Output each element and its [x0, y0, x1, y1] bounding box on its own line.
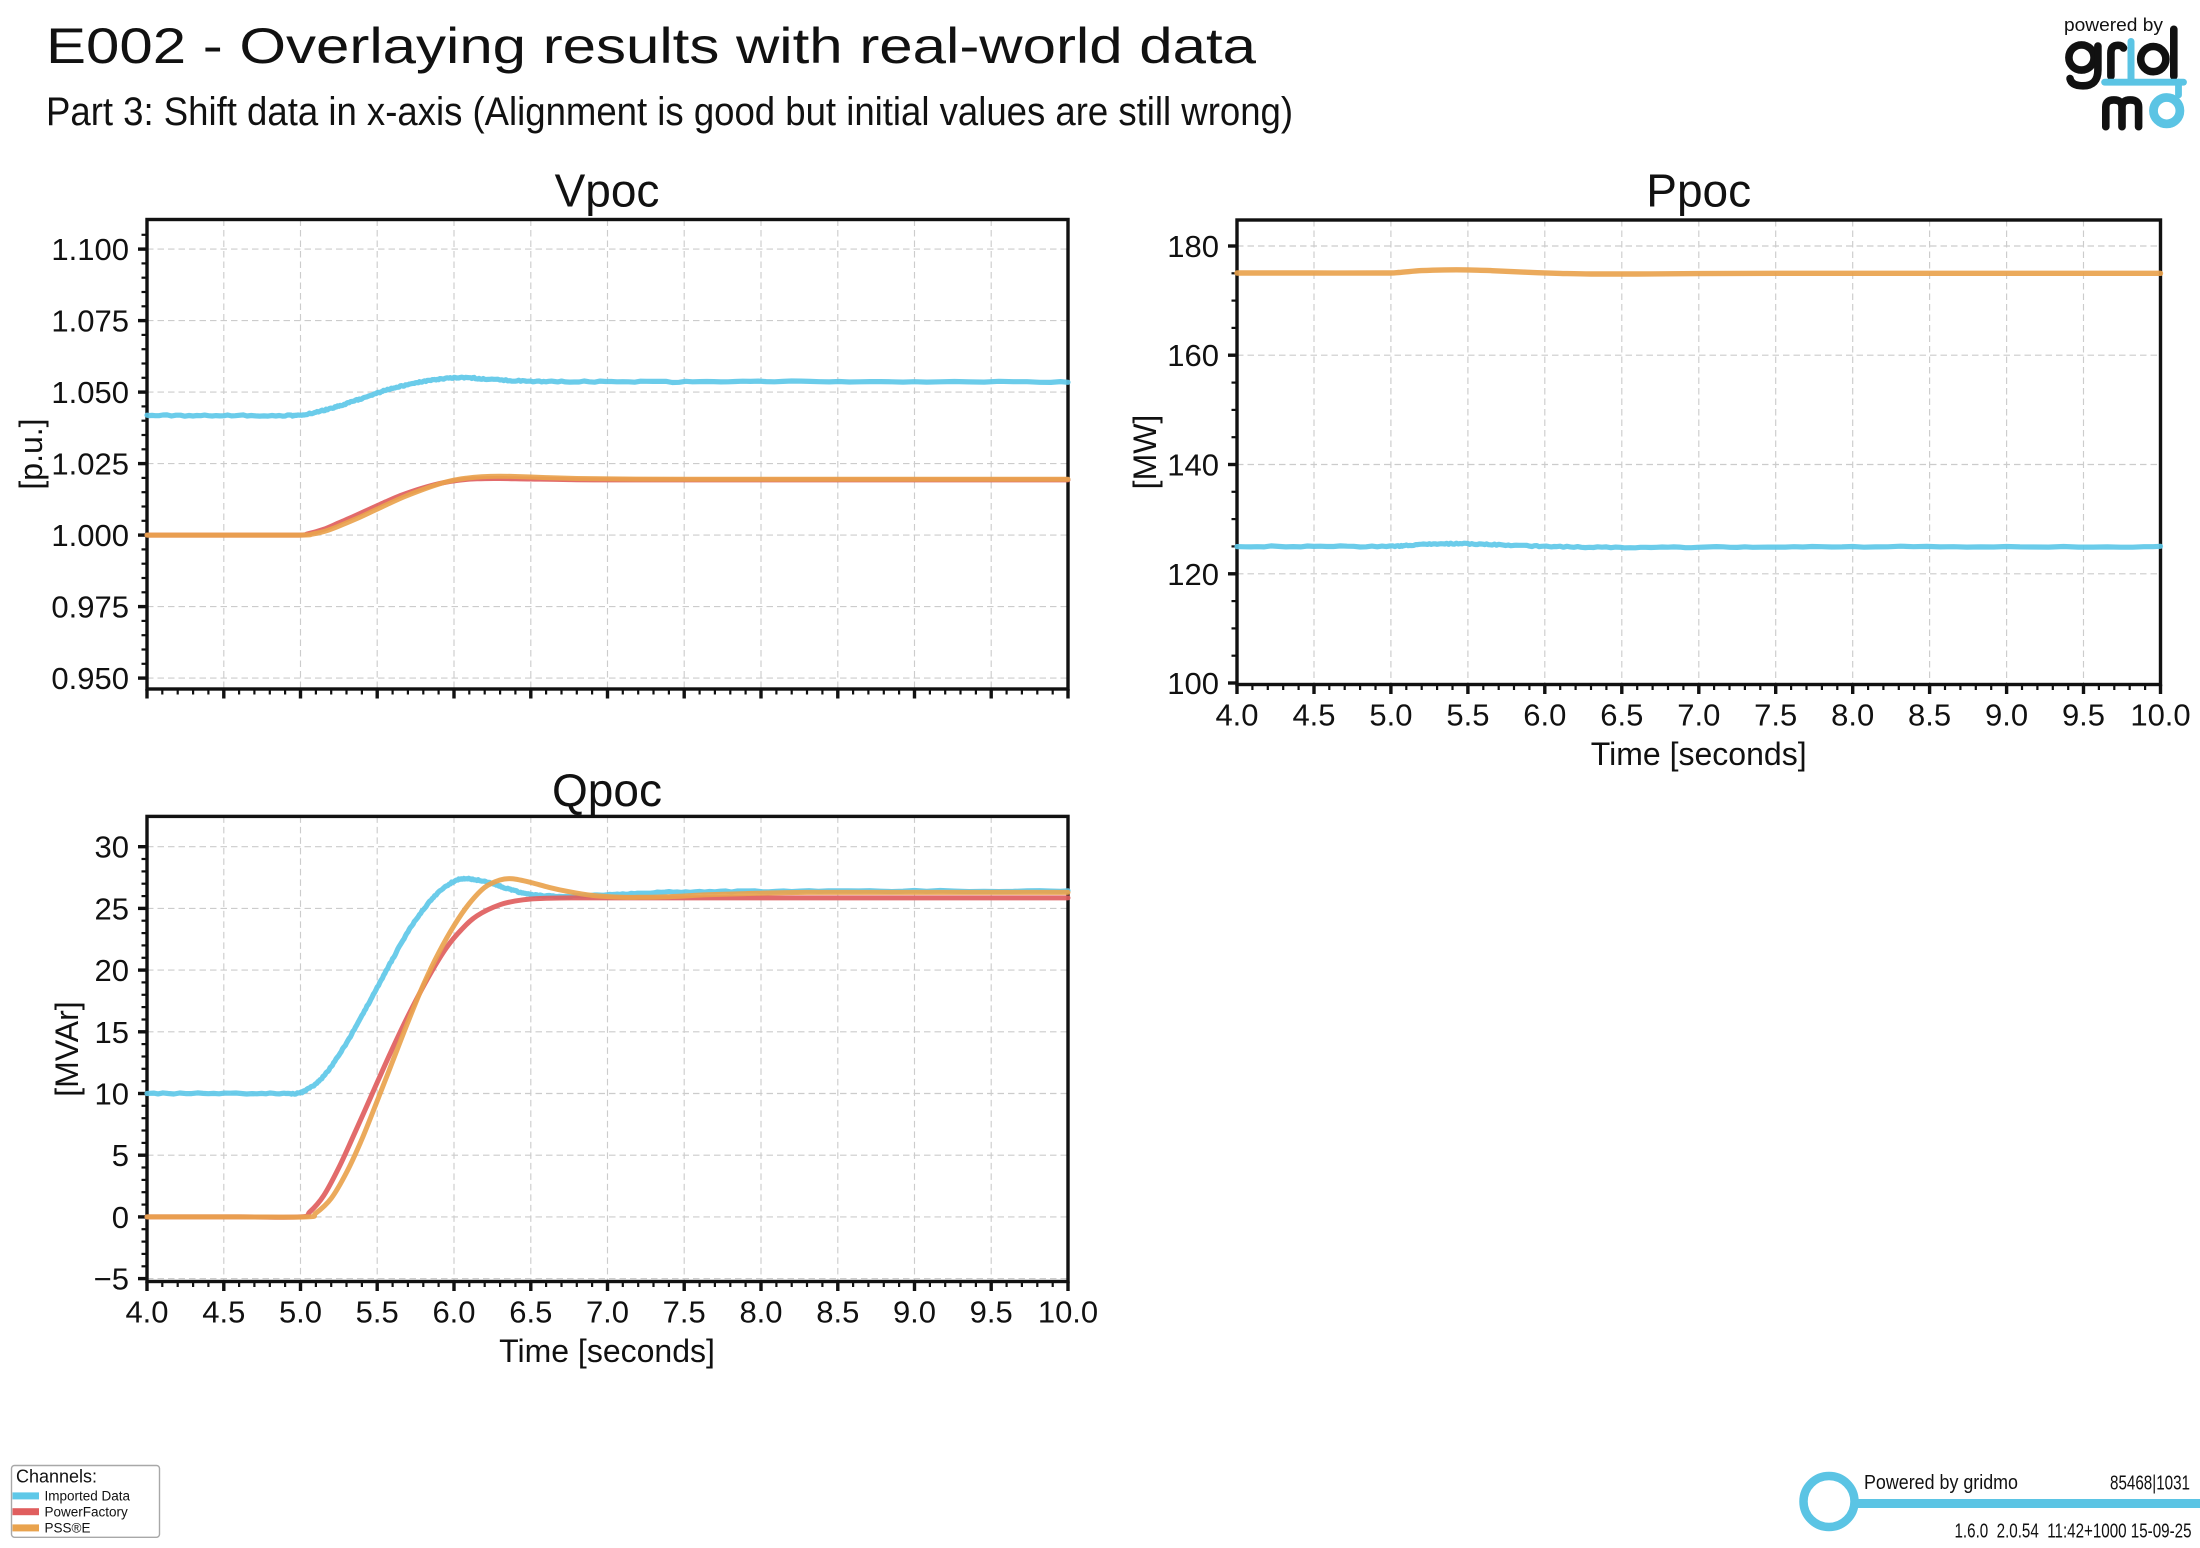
svg-text:4.0: 4.0: [1215, 698, 1258, 733]
svg-text:1.025: 1.025: [51, 447, 129, 482]
svg-text:Time [seconds]: Time [seconds]: [1591, 736, 1807, 772]
svg-text:5.5: 5.5: [356, 1295, 399, 1330]
svg-text:5.0: 5.0: [279, 1295, 322, 1330]
svg-text:Vpoc: Vpoc: [555, 165, 660, 217]
svg-text:6.0: 6.0: [1523, 698, 1566, 733]
svg-text:100: 100: [1167, 666, 1219, 701]
svg-text:6.5: 6.5: [1600, 698, 1643, 733]
svg-text:7.0: 7.0: [586, 1295, 629, 1330]
svg-text:1.000: 1.000: [51, 518, 129, 553]
svg-text:20: 20: [95, 953, 129, 988]
svg-text:4.5: 4.5: [1292, 698, 1335, 733]
svg-text:−5: −5: [94, 1262, 129, 1297]
svg-text:8.5: 8.5: [816, 1295, 859, 1330]
svg-text:1.075: 1.075: [51, 304, 129, 339]
svg-text:10.0: 10.0: [1038, 1295, 1098, 1330]
svg-text:powered by: powered by: [2064, 15, 2163, 35]
svg-text:6.0: 6.0: [432, 1295, 475, 1330]
svg-text:Qpoc: Qpoc: [552, 764, 662, 816]
svg-text:0.975: 0.975: [51, 590, 129, 625]
svg-text:Part 3: Shift data in x-axis (: Part 3: Shift data in x-axis (Alignment …: [46, 90, 1293, 134]
svg-text:10.0: 10.0: [2130, 698, 2190, 733]
svg-text:9.5: 9.5: [2062, 698, 2105, 733]
svg-text:8.0: 8.0: [1831, 698, 1874, 733]
svg-text:Imported Data: Imported Data: [45, 1489, 131, 1504]
svg-text:4.0: 4.0: [125, 1295, 168, 1330]
svg-text:7.0: 7.0: [1677, 698, 1720, 733]
svg-text:9.0: 9.0: [893, 1295, 936, 1330]
svg-text:30: 30: [95, 830, 129, 865]
svg-text:E002 - Overlaying results with: E002 - Overlaying results with real-worl…: [46, 18, 1256, 74]
svg-text:Time [seconds]: Time [seconds]: [499, 1333, 715, 1369]
svg-text:8.0: 8.0: [739, 1295, 782, 1330]
svg-text:0.950: 0.950: [51, 661, 129, 696]
svg-text:[p.u.]: [p.u.]: [13, 418, 49, 489]
svg-text:5.5: 5.5: [1446, 698, 1489, 733]
svg-text:5.0: 5.0: [1369, 698, 1412, 733]
svg-text:1.050: 1.050: [51, 375, 129, 410]
svg-text:15: 15: [95, 1015, 129, 1050]
svg-text:120: 120: [1167, 557, 1219, 592]
svg-text:5: 5: [112, 1138, 129, 1173]
svg-text:180: 180: [1167, 229, 1219, 264]
svg-text:160: 160: [1167, 338, 1219, 373]
svg-text:8.5: 8.5: [1908, 698, 1951, 733]
svg-text:Channels:: Channels:: [16, 1467, 97, 1487]
svg-text:Ppoc: Ppoc: [1646, 165, 1751, 217]
svg-text:6.5: 6.5: [509, 1295, 552, 1330]
svg-text:1.6.0 2.0.54 11:42+1000 15-0: 1.6.0 2.0.54 11:42+1000 15-09-25: [1955, 1521, 2192, 1543]
svg-text:[MW]: [MW]: [1127, 415, 1163, 490]
svg-text:Powered by gridmo: Powered by gridmo: [1864, 1472, 2018, 1494]
svg-text:140: 140: [1167, 448, 1219, 483]
svg-text:[MVAr]: [MVAr]: [49, 1001, 85, 1096]
svg-text:PowerFactory: PowerFactory: [45, 1505, 129, 1520]
svg-text:9.5: 9.5: [970, 1295, 1013, 1330]
svg-text:85468|1031: 85468|1031: [2110, 1473, 2190, 1495]
svg-text:7.5: 7.5: [1754, 698, 1797, 733]
svg-text:9.0: 9.0: [1985, 698, 2028, 733]
svg-text:10: 10: [95, 1077, 129, 1112]
svg-text:25: 25: [95, 891, 129, 926]
svg-text:0: 0: [112, 1200, 129, 1235]
svg-text:4.5: 4.5: [202, 1295, 245, 1330]
svg-text:1.100: 1.100: [51, 232, 129, 267]
svg-text:7.5: 7.5: [663, 1295, 706, 1330]
svg-text:PSS®E: PSS®E: [45, 1521, 91, 1536]
